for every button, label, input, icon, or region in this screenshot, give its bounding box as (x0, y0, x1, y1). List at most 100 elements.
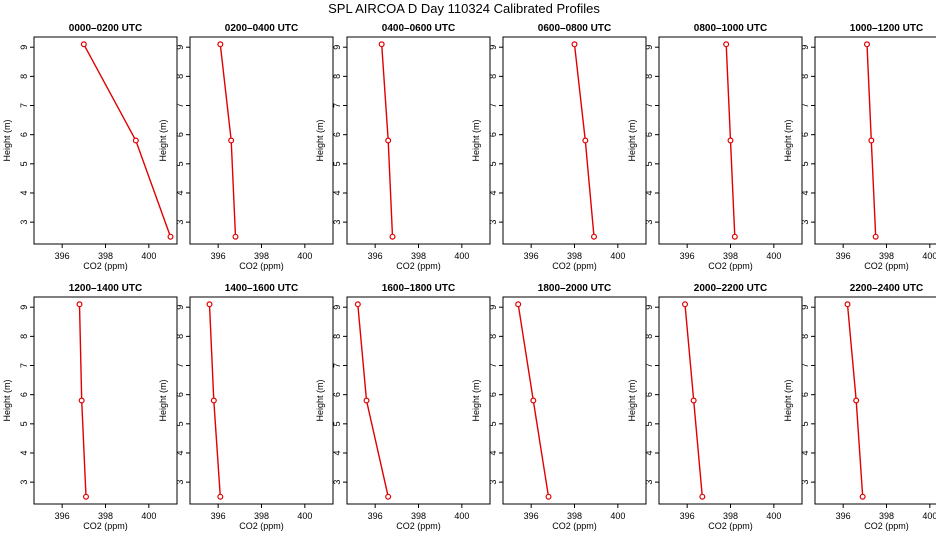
y-tick-label: 8 (488, 74, 498, 79)
x-axis-label: CO2 (ppm) (708, 521, 753, 531)
panel-title: 1400–1600 UTC (225, 283, 298, 294)
y-tick-label: 7 (332, 103, 342, 108)
panel-title: 1600–1800 UTC (382, 283, 455, 294)
x-tick-label: 400 (297, 511, 312, 521)
y-tick-label: 8 (19, 74, 29, 79)
y-tick-label: 5 (800, 161, 810, 166)
y-tick-label: 8 (332, 74, 342, 79)
y-tick-label: 9 (800, 305, 810, 310)
y-tick-label: 5 (19, 161, 29, 166)
y-tick-label: 8 (488, 334, 498, 339)
y-axis-label: Height (m) (158, 379, 168, 421)
y-tick-label: 4 (175, 450, 185, 455)
data-point (590, 233, 597, 240)
data-point (731, 233, 738, 240)
panel-title: 0200–0400 UTC (225, 23, 298, 34)
x-tick-label: 398 (879, 511, 894, 521)
y-axis-label: Height (m) (783, 379, 793, 421)
data-point (354, 301, 361, 308)
x-tick-label: 398 (723, 251, 738, 261)
panel: 2000–2200 UTC 396 398 400 3 4 5 6 7 8 9 CO2 (ppm) He… (627, 283, 803, 531)
y-tick-label: 3 (644, 220, 654, 225)
plot-frame (502, 36, 647, 245)
y-tick-label: 6 (332, 132, 342, 137)
data-point (859, 493, 866, 500)
y-tick-label: 8 (332, 334, 342, 339)
y-tick-label: 9 (644, 305, 654, 310)
y-tick-label: 6 (644, 392, 654, 397)
y-tick-label: 3 (332, 480, 342, 485)
x-tick-label: 398 (98, 511, 113, 521)
panel: 0600–0800 UTC 396 398 400 3 4 5 6 7 8 9 CO2 (ppm) He… (471, 23, 647, 271)
panel-title: 0800–1000 UTC (694, 23, 767, 34)
data-point (217, 41, 224, 48)
data-point (699, 493, 706, 500)
y-tick-label: 7 (332, 363, 342, 368)
y-tick-label: 9 (175, 305, 185, 310)
data-point (389, 233, 396, 240)
x-tick-label: 398 (254, 511, 269, 521)
y-tick-label: 3 (800, 220, 810, 225)
y-tick-label: 5 (332, 421, 342, 426)
y-tick-label: 8 (175, 334, 185, 339)
data-point (844, 301, 851, 308)
data-point (385, 137, 392, 144)
panel: 1600–1800 UTC 396 398 400 3 4 5 6 7 8 9 CO2 (ppm) He… (315, 283, 491, 531)
plot-frame (189, 36, 334, 245)
x-tick-label: 396 (836, 511, 851, 521)
data-point (582, 137, 589, 144)
data-point (681, 301, 688, 308)
y-tick-label: 9 (644, 45, 654, 50)
y-tick-label: 6 (175, 132, 185, 137)
x-tick-label: 400 (922, 251, 936, 261)
data-point (385, 493, 392, 500)
y-tick-label: 4 (488, 450, 498, 455)
y-tick-label: 5 (488, 161, 498, 166)
data-point (515, 301, 522, 308)
data-point (727, 137, 734, 144)
data-point (132, 137, 139, 144)
y-tick-label: 7 (19, 103, 29, 108)
x-tick-label: 400 (766, 251, 781, 261)
data-point (723, 41, 730, 48)
x-tick-label: 398 (723, 511, 738, 521)
data-point (82, 493, 89, 500)
y-tick-label: 7 (488, 103, 498, 108)
data-point (363, 397, 370, 404)
panel-title: 2000–2200 UTC (694, 283, 767, 294)
x-axis-label: CO2 (ppm) (864, 521, 909, 531)
y-tick-label: 9 (332, 45, 342, 50)
plot-frame (658, 296, 803, 505)
data-point (80, 41, 87, 48)
y-tick-label: 3 (488, 480, 498, 485)
y-tick-label: 4 (332, 190, 342, 195)
plot-frame (502, 296, 647, 505)
y-tick-label: 9 (19, 45, 29, 50)
y-tick-label: 7 (800, 363, 810, 368)
panel-title: 2200–2400 UTC (850, 283, 923, 294)
y-tick-label: 8 (800, 74, 810, 79)
panel: 0000–0200 UTC 396 398 400 3 4 5 6 7 8 9 CO2 (ppm) He… (2, 23, 178, 271)
y-axis-label: Height (m) (627, 379, 637, 421)
figure-title: SPL AIRCOA D Day 110324 Calibrated Profi… (328, 1, 600, 16)
x-tick-label: 398 (411, 511, 426, 521)
series-line (357, 304, 389, 497)
y-tick-label: 4 (488, 190, 498, 195)
y-tick-label: 7 (175, 103, 185, 108)
x-tick-label: 398 (254, 251, 269, 261)
data-point (545, 493, 552, 500)
y-tick-label: 9 (332, 305, 342, 310)
data-point (206, 301, 213, 308)
y-tick-label: 6 (488, 392, 498, 397)
y-axis-label: Height (m) (2, 379, 12, 421)
x-tick-label: 396 (524, 251, 539, 261)
y-tick-label: 6 (800, 132, 810, 137)
y-tick-label: 3 (488, 220, 498, 225)
x-tick-label: 400 (922, 511, 936, 521)
x-tick-label: 396 (368, 511, 383, 521)
y-tick-label: 4 (800, 190, 810, 195)
x-axis-label: CO2 (ppm) (83, 521, 128, 531)
panel: 1200–1400 UTC 396 398 400 3 4 5 6 7 8 9 CO2 (ppm) He… (2, 283, 178, 531)
x-tick-label: 398 (879, 251, 894, 261)
y-tick-label: 6 (644, 132, 654, 137)
